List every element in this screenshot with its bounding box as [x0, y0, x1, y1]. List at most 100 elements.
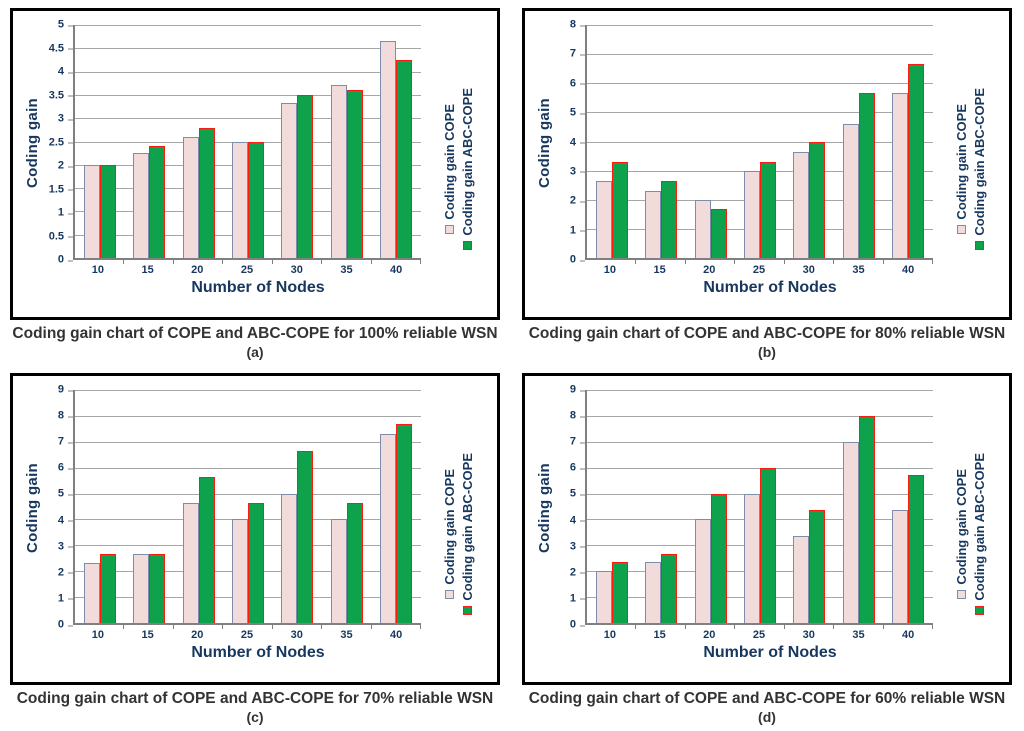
y-axis-tick-label: 8 [569, 409, 586, 422]
gridline [587, 83, 933, 85]
legend-item-cope: Coding gain COPE [442, 469, 457, 600]
bar [743, 170, 760, 258]
bar-group [884, 25, 934, 264]
x-axis-tick-label: 30 [290, 264, 303, 276]
bar [759, 161, 776, 258]
plot-area [73, 390, 422, 629]
bar-group [735, 25, 786, 264]
bar [330, 84, 347, 258]
y-axis-tick-label: 3 [57, 540, 74, 553]
x-axis-tick-label: 20 [191, 264, 204, 276]
bar-group [785, 25, 835, 264]
y-axis-tick-label: 4 [57, 514, 74, 527]
x-axis-ticks: 10 15 20 25 30 35 40 [73, 264, 421, 276]
bar-group [75, 25, 125, 264]
bar [396, 59, 413, 258]
legend-item-abccope: Coding gain ABC-COPE [972, 453, 987, 616]
gridline [587, 415, 933, 417]
x-axis-title: Number of Nodes [191, 644, 325, 661]
y-axis-tick-label: 7 [569, 435, 586, 448]
legend-marker-abccope-icon [974, 606, 984, 616]
legend-label: Coding gain ABC-COPE [459, 87, 475, 236]
bar-group [785, 390, 835, 629]
bar [247, 502, 264, 623]
legend-marker-abccope-icon [462, 241, 472, 251]
y-axis-tick-label: 9 [569, 383, 586, 396]
bar-group [322, 390, 372, 629]
bar [83, 563, 100, 623]
bar [858, 415, 875, 623]
bar [908, 64, 925, 258]
bar-group [322, 25, 372, 264]
plot-area [73, 25, 422, 264]
gridline [75, 467, 421, 469]
gridline [75, 48, 421, 50]
x-axis-title: Number of Nodes [703, 279, 837, 296]
bar [595, 180, 612, 258]
gridline [75, 118, 421, 120]
legend-label: Coding gain ABC-COPE [971, 87, 987, 236]
bar [661, 180, 678, 258]
bar [346, 502, 363, 623]
bar-group [834, 25, 884, 264]
y-axis-tick-label: 3 [569, 540, 586, 553]
x-axis-tick-label: 35 [340, 264, 353, 276]
bar [247, 141, 264, 258]
caption: Coding gain chart of COPE and ABC-COPE f… [528, 325, 1006, 342]
bar-group [686, 25, 736, 264]
legend-item-abccope: Coding gain ABC-COPE [972, 88, 987, 251]
y-axis-tick-label: 2 [569, 566, 586, 579]
y-axis-tick-label: 9 [57, 383, 74, 396]
gridline [75, 493, 421, 495]
bar [99, 554, 116, 623]
x-axis-tick-label: 40 [390, 264, 403, 276]
bar-group [636, 390, 687, 629]
y-axis-title: Coding gain [535, 97, 553, 188]
x-axis-tick-label: 35 [340, 629, 353, 641]
x-axis-ticks: 10 15 20 25 30 35 40 [73, 629, 421, 641]
bar [149, 146, 166, 258]
bar [281, 102, 298, 258]
y-axis-tick-label: 0 [569, 253, 586, 266]
gridline [587, 141, 933, 143]
y-axis-tick-label: 5 [57, 18, 74, 31]
bar-group [587, 390, 637, 629]
y-axis-tick-label: 6 [57, 461, 74, 474]
legend-label: Coding gain ABC-COPE [971, 452, 987, 601]
subcaption: (a) [246, 343, 264, 360]
legend-marker-cope-icon [956, 225, 966, 235]
y-axis-ticks: 8 7 6 5 4 3 2 1 0 [555, 19, 586, 265]
y-axis-tick-label: 4.5 [48, 42, 74, 54]
gridline [75, 415, 421, 417]
bar [380, 41, 397, 258]
bar [694, 519, 711, 623]
legend-marker-abccope-icon [974, 241, 984, 251]
bar-groups [75, 25, 422, 264]
subcaption: (c) [246, 708, 264, 725]
bar-group [273, 390, 323, 629]
bar-group [372, 25, 422, 264]
bar [743, 493, 760, 623]
bar [595, 571, 612, 623]
gridline [75, 25, 421, 26]
y-axis-tick-label: 1 [569, 592, 586, 605]
caption: Coding gain chart of COPE and ABC-COPE f… [12, 325, 498, 342]
y-axis-tick-label: 2 [569, 194, 586, 207]
bar [809, 510, 826, 623]
bar [198, 127, 215, 258]
y-axis-ticks: 5 4.5 4 3.5 3 2.5 2 1.5 1 0.5 0 [43, 19, 74, 265]
y-axis-title: Coding gain [23, 462, 41, 553]
bar [149, 554, 166, 623]
bar [133, 153, 150, 258]
bar [198, 476, 215, 623]
x-axis-tick-label: 35 [852, 629, 865, 641]
caption: Coding gain chart of COPE and ABC-COPE f… [16, 690, 494, 707]
bar-group [686, 390, 736, 629]
y-axis-tick-label: 7 [57, 435, 74, 448]
legend: Coding gain COPE Coding gain ABC-COPE [421, 390, 495, 678]
legend: Coding gain COPE Coding gain ABC-COPE [933, 25, 1007, 313]
